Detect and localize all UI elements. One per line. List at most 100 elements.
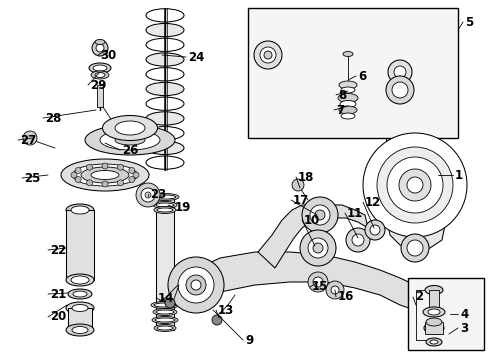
Ellipse shape (339, 100, 355, 108)
Text: 18: 18 (297, 171, 314, 184)
Ellipse shape (338, 106, 356, 114)
Text: 12: 12 (364, 195, 381, 208)
Bar (407, 278, 483, 350)
Circle shape (86, 180, 92, 186)
Ellipse shape (151, 302, 179, 309)
Ellipse shape (157, 208, 173, 212)
Ellipse shape (154, 195, 176, 199)
Circle shape (291, 179, 304, 191)
Ellipse shape (71, 276, 89, 284)
Circle shape (117, 180, 123, 186)
Circle shape (23, 131, 37, 145)
Ellipse shape (72, 164, 137, 186)
Ellipse shape (66, 324, 94, 336)
Ellipse shape (152, 316, 178, 324)
Circle shape (387, 60, 411, 84)
Ellipse shape (146, 82, 183, 96)
Circle shape (302, 197, 337, 233)
Bar (66, 210, 94, 280)
Circle shape (406, 240, 422, 256)
Ellipse shape (155, 318, 175, 322)
Circle shape (96, 44, 104, 52)
Text: 5: 5 (464, 15, 472, 28)
Circle shape (191, 280, 201, 290)
Circle shape (369, 225, 379, 235)
Bar (97, 85, 103, 107)
Ellipse shape (61, 159, 149, 191)
Text: 15: 15 (311, 280, 328, 293)
Ellipse shape (93, 65, 107, 71)
Ellipse shape (66, 302, 94, 314)
Circle shape (385, 76, 413, 104)
Ellipse shape (338, 81, 356, 89)
Ellipse shape (154, 324, 176, 332)
Polygon shape (195, 252, 414, 310)
Ellipse shape (153, 309, 177, 315)
Circle shape (253, 41, 282, 69)
Text: 17: 17 (292, 194, 308, 207)
Text: 13: 13 (218, 303, 234, 316)
Ellipse shape (146, 127, 183, 140)
Ellipse shape (146, 9, 183, 22)
Polygon shape (282, 46, 394, 80)
Circle shape (92, 40, 108, 56)
Ellipse shape (422, 307, 444, 317)
Bar (68, 308, 92, 330)
Circle shape (398, 169, 430, 201)
Ellipse shape (100, 130, 160, 150)
Ellipse shape (71, 206, 89, 214)
Ellipse shape (425, 318, 441, 326)
Ellipse shape (72, 305, 88, 311)
Ellipse shape (340, 113, 354, 119)
Ellipse shape (95, 72, 105, 77)
Circle shape (312, 277, 323, 287)
Circle shape (309, 205, 329, 225)
Ellipse shape (154, 207, 176, 213)
Text: 8: 8 (337, 89, 346, 102)
Circle shape (185, 275, 205, 295)
Circle shape (75, 176, 81, 183)
Circle shape (145, 192, 151, 198)
Ellipse shape (156, 310, 174, 314)
Circle shape (212, 315, 222, 325)
Ellipse shape (156, 203, 174, 207)
Polygon shape (258, 205, 324, 268)
Circle shape (299, 230, 335, 266)
Circle shape (141, 188, 155, 202)
Text: 4: 4 (459, 307, 468, 320)
Text: 25: 25 (24, 171, 41, 185)
Bar (428, 290, 438, 308)
Ellipse shape (91, 71, 109, 79)
Ellipse shape (146, 141, 183, 154)
Circle shape (178, 267, 214, 303)
Ellipse shape (429, 340, 437, 344)
Text: 29: 29 (90, 78, 106, 91)
Ellipse shape (91, 171, 119, 180)
Circle shape (391, 82, 407, 98)
Circle shape (362, 133, 466, 237)
Bar (424, 322, 442, 334)
Ellipse shape (153, 202, 177, 208)
Text: 27: 27 (20, 134, 36, 147)
Text: 7: 7 (335, 104, 344, 117)
Circle shape (164, 298, 175, 308)
Ellipse shape (151, 194, 179, 201)
Ellipse shape (146, 97, 183, 111)
Ellipse shape (72, 327, 88, 333)
Text: 26: 26 (122, 144, 138, 157)
Text: 6: 6 (357, 69, 366, 82)
Ellipse shape (337, 94, 357, 103)
Circle shape (260, 47, 275, 63)
Bar (247, 8, 457, 138)
Ellipse shape (146, 38, 183, 51)
Ellipse shape (146, 156, 183, 169)
Text: 28: 28 (45, 112, 61, 125)
Ellipse shape (66, 274, 94, 286)
Ellipse shape (425, 338, 441, 346)
Text: 19: 19 (175, 201, 191, 213)
Ellipse shape (146, 23, 183, 37)
Circle shape (75, 167, 81, 174)
Text: 10: 10 (304, 213, 320, 226)
Ellipse shape (85, 125, 175, 155)
Circle shape (117, 164, 123, 170)
